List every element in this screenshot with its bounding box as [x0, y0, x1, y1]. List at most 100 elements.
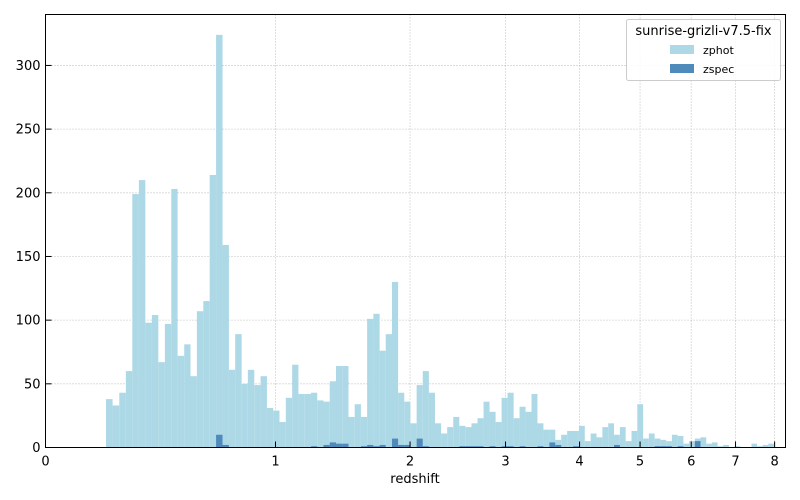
zphot-bar [561, 434, 568, 448]
zphot-bar [513, 418, 520, 448]
zphot-bar [285, 397, 293, 448]
zphot-bar [398, 392, 405, 448]
zphot-bar [578, 425, 585, 448]
zphot-bar [132, 194, 139, 448]
zphot-bar [654, 438, 661, 448]
zspec-bar [379, 444, 386, 448]
legend-box [626, 19, 781, 81]
zphot-bar [273, 410, 280, 448]
zphot-bar [477, 418, 484, 448]
x-tick-label: 1 [271, 455, 279, 470]
zphot-bar [336, 365, 343, 448]
zphot-bar [119, 392, 126, 448]
y-tick-label: 250 [16, 123, 41, 138]
zspec-bar [519, 446, 526, 448]
zphot-bar [209, 174, 217, 448]
zphot-bar [543, 429, 550, 448]
zspec-bar [666, 446, 672, 448]
zphot-bar [241, 383, 248, 448]
zphot-bar [164, 323, 172, 448]
zspec-bar [465, 446, 472, 448]
zspec-bar [471, 446, 478, 448]
zspec-bar [391, 438, 399, 448]
zspec-bar [555, 444, 562, 448]
zspec-bar [549, 442, 556, 448]
zphot-bar [683, 443, 690, 448]
zphot-bar [711, 442, 718, 448]
x-tick-label: 6 [687, 455, 695, 470]
zspec-bar [323, 444, 330, 448]
y-tick-label: 150 [16, 250, 41, 265]
zphot-bar [106, 399, 113, 448]
zphot-bar [471, 423, 478, 448]
y-tick-label: 300 [16, 59, 41, 74]
legend-swatch-zphot [670, 45, 694, 54]
zspec-bar [404, 444, 411, 448]
zphot-bar [489, 411, 496, 448]
zphot-bar [531, 394, 538, 448]
zphot-bar [537, 423, 544, 448]
zphot-bar [519, 406, 526, 448]
zphot-bar [441, 433, 448, 448]
zphot-bar [404, 401, 411, 448]
zphot-bar [465, 427, 472, 448]
zphot-bar [298, 394, 305, 448]
zphot-bar [222, 245, 229, 448]
zphot-bar [279, 422, 286, 448]
zphot-bar [549, 429, 556, 448]
legend-title: sunrise-grizli-v7.5-fix [635, 24, 772, 39]
zphot-bar [145, 322, 152, 448]
zphot-bar [768, 443, 774, 448]
zphot-bar [416, 385, 423, 448]
zphot-bar [311, 392, 318, 448]
zspec-bar [694, 441, 701, 448]
zspec-bar [342, 443, 349, 448]
zphot-bar [660, 439, 667, 448]
zphot-bar [434, 423, 442, 448]
zphot-bar [584, 441, 591, 448]
zphot-bar [317, 400, 324, 448]
zphot-bar [184, 344, 191, 448]
x-tick-label: 5 [636, 455, 644, 470]
zspec-bar [416, 438, 423, 448]
zphot-bar [190, 376, 197, 448]
zphot-bar [203, 301, 210, 448]
zphot-bar [292, 364, 299, 448]
zphot-bar [138, 180, 146, 448]
zphot-bar [260, 376, 267, 448]
zphot-bar [422, 371, 429, 448]
zphot-bar [751, 443, 758, 448]
zphot-bar [254, 385, 261, 448]
zphot-bar [483, 401, 490, 448]
zphot-bar [385, 334, 392, 448]
ticks-layer: 0 1 2 3 4 5 6 7 8 0 50 100 150 200 250 300 [16, 59, 779, 470]
zphot-bar [373, 313, 380, 448]
zspec-bar [489, 446, 496, 448]
zphot-bar [614, 434, 620, 448]
zphot-bar [757, 446, 763, 448]
zphot-bar [216, 34, 223, 448]
zphot-bar [348, 416, 355, 448]
zspec-bar [537, 446, 544, 448]
zspec-bar [311, 446, 318, 448]
zphot-bar [608, 423, 615, 448]
zphot-bar [666, 441, 672, 448]
zspec-bar [507, 446, 514, 448]
zphot-bar [637, 404, 644, 448]
zphot-bar [459, 425, 466, 448]
zphot-bar [177, 355, 185, 448]
zphot-bar [151, 315, 159, 448]
zphot-bar [196, 311, 204, 448]
x-tick-label: 0 [41, 455, 49, 470]
zphot-bar [596, 437, 603, 448]
zspec-bar [654, 446, 661, 448]
bars-layer [106, 34, 774, 448]
zphot-bar [495, 422, 502, 448]
y-tick-label: 100 [16, 314, 41, 329]
zphot-bar [648, 433, 655, 448]
zphot-bar [171, 188, 178, 448]
zspec-bar [216, 434, 223, 448]
zphot-bar [428, 392, 435, 448]
zspec-bar [677, 446, 684, 448]
zphot-bar [717, 446, 724, 448]
